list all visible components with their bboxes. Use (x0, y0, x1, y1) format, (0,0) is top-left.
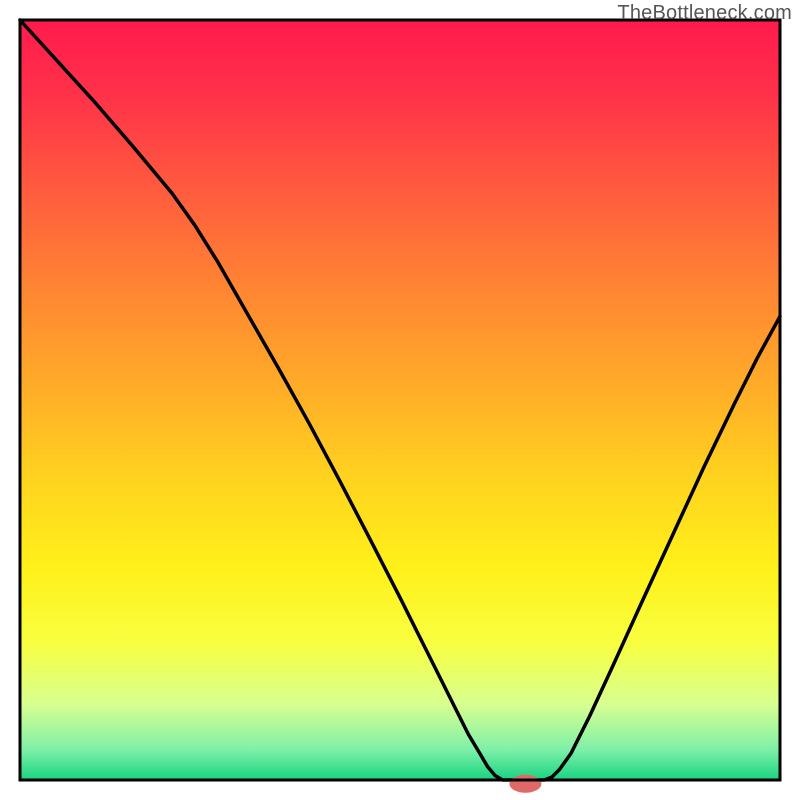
chart-root: TheBottleneck.com (0, 0, 800, 800)
watermark-text: TheBottleneck.com (617, 2, 792, 25)
plot-background (20, 20, 780, 780)
minimum-marker (509, 775, 541, 793)
chart-svg (0, 0, 800, 800)
